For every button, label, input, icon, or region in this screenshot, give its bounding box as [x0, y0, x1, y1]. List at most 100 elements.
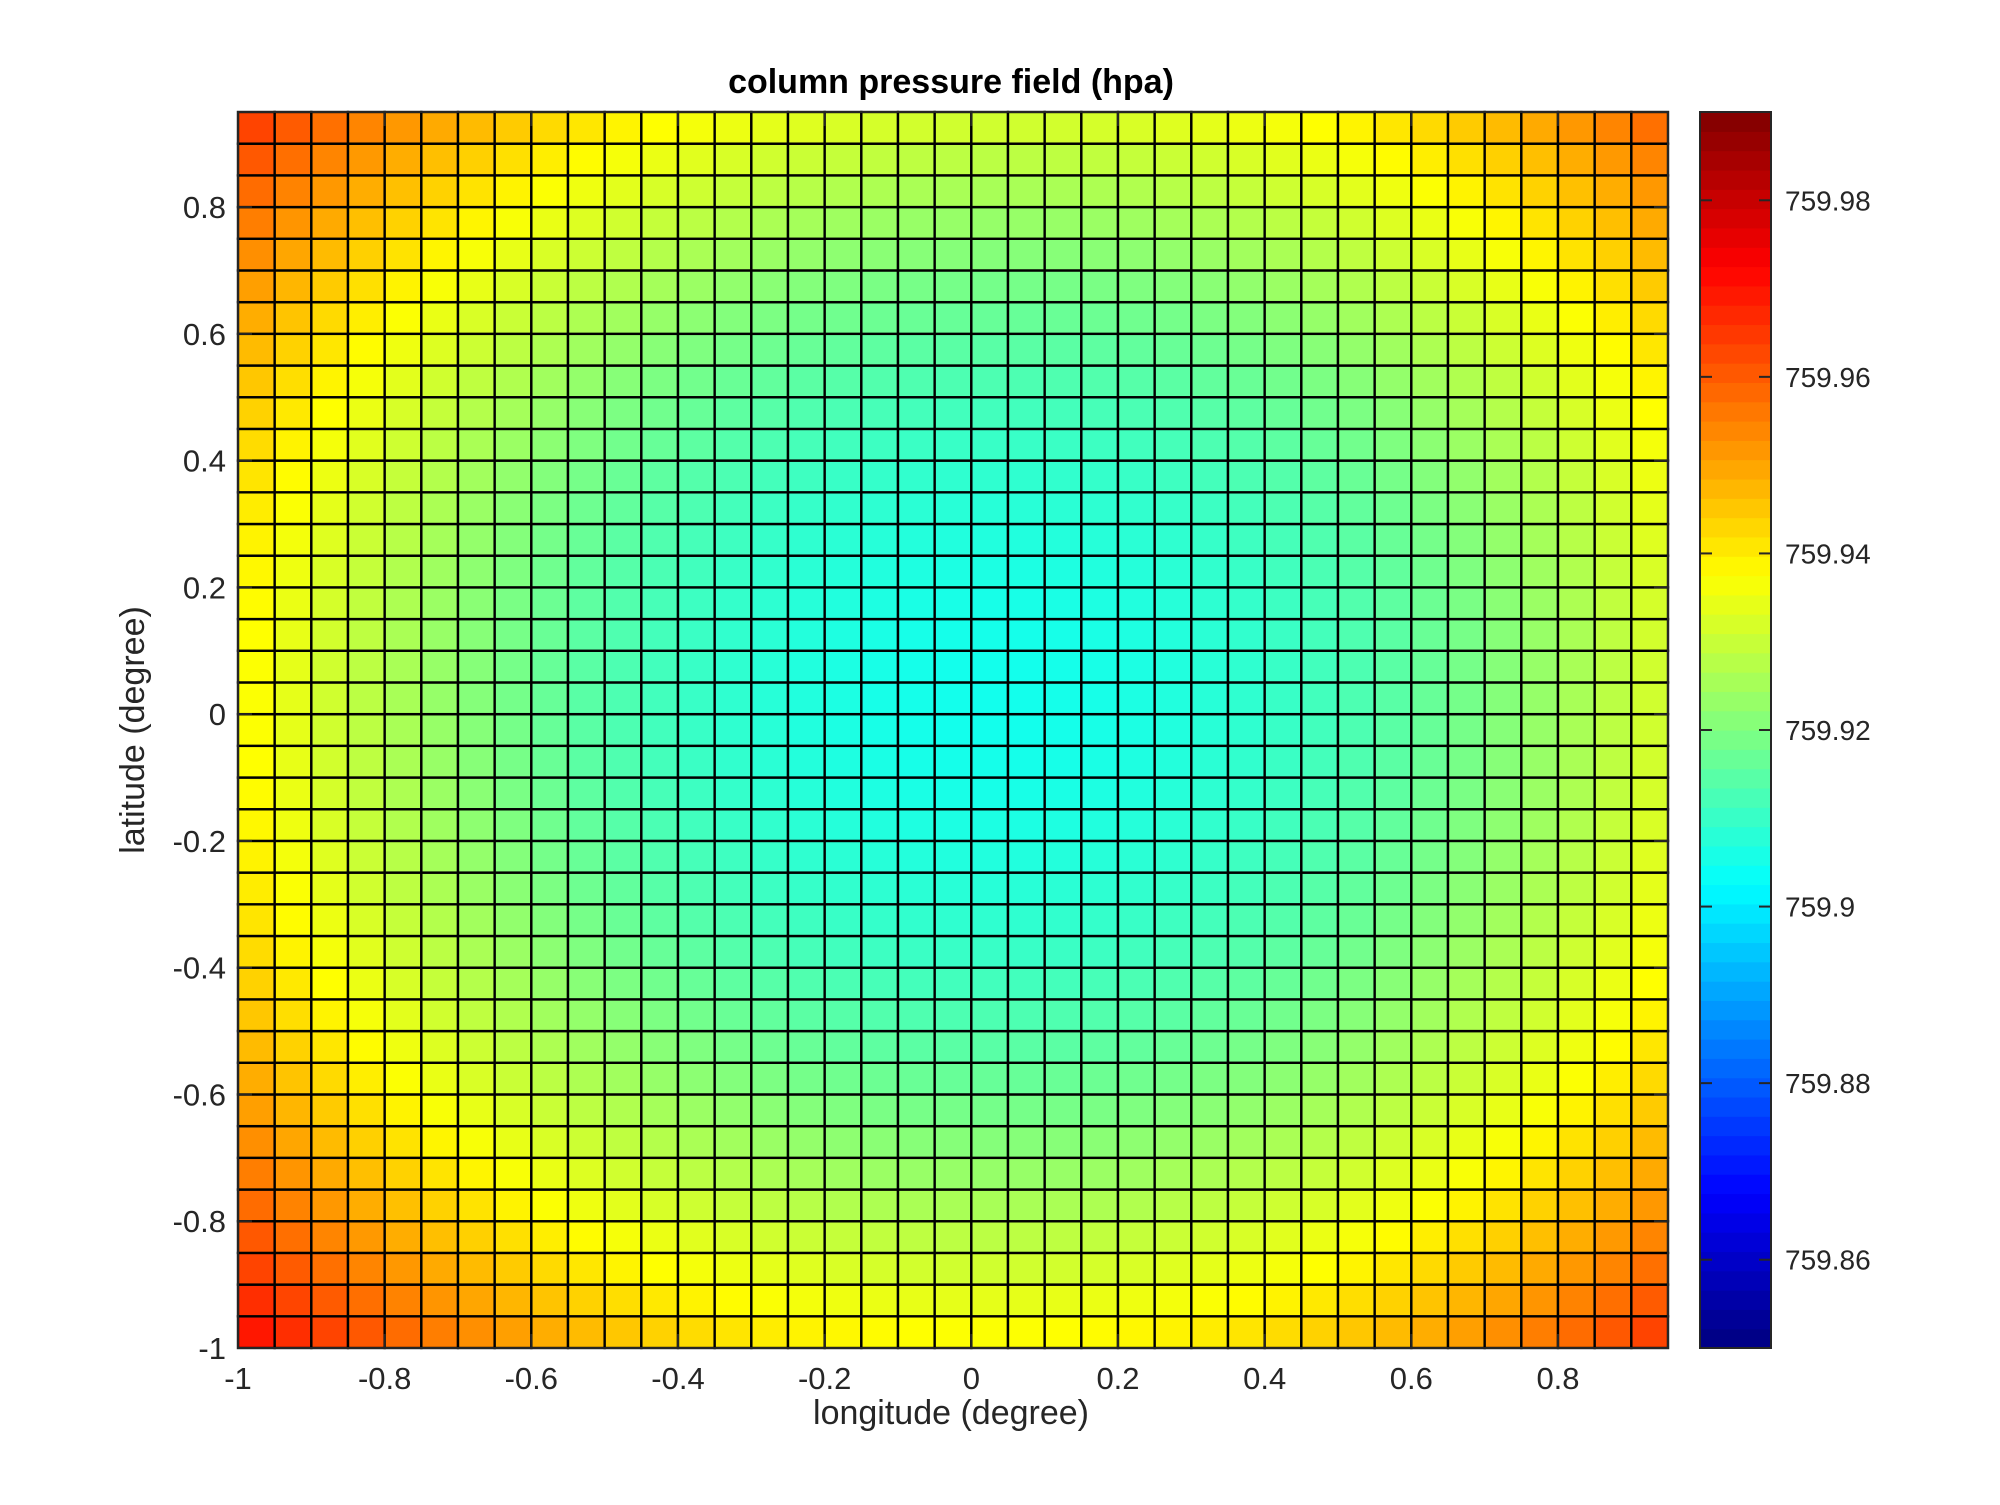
heatmap-cell [1593, 1283, 1633, 1318]
heatmap-cell [713, 871, 753, 906]
heatmap-cell [346, 681, 386, 716]
heatmap-cell [1226, 1251, 1266, 1286]
heatmap-cell [896, 1156, 936, 1191]
heatmap-cell [750, 110, 790, 145]
heatmap-cell [530, 649, 570, 684]
heatmap-cell [1116, 744, 1156, 779]
heatmap-cell [1556, 332, 1596, 367]
heatmap-cell [713, 839, 753, 874]
heatmap-cell [640, 427, 680, 462]
heatmap-cell [1263, 1029, 1303, 1064]
heatmap-cell [713, 744, 753, 779]
heatmap-cell [566, 459, 606, 494]
heatmap-cell [1483, 237, 1523, 272]
heatmap-cell [1410, 1220, 1450, 1255]
heatmap-cell [603, 142, 643, 177]
heatmap-cell [1006, 300, 1046, 336]
heatmap-cell [1153, 142, 1193, 177]
heatmap-cell [823, 110, 863, 145]
heatmap-cell [1116, 332, 1156, 367]
heatmap-cell [566, 1220, 606, 1255]
heatmap-cell [493, 808, 533, 843]
heatmap-cell [933, 205, 973, 240]
heatmap-cell [1263, 174, 1303, 209]
heatmap-cell [786, 396, 826, 431]
heatmap-cell [676, 174, 716, 209]
heatmap-cell [383, 649, 423, 684]
heatmap-cell [1556, 1061, 1596, 1096]
colorbar-band [1700, 1212, 1771, 1233]
heatmap-cell [1080, 934, 1120, 969]
heatmap-cell [1263, 1220, 1303, 1255]
heatmap-cell [1410, 459, 1450, 494]
heatmap-cell [1446, 998, 1486, 1033]
heatmap-cell [236, 459, 276, 494]
heatmap-cell [896, 966, 936, 1001]
heatmap-cell [1300, 1093, 1340, 1128]
heatmap-cell [1153, 586, 1193, 621]
heatmap-cell [1556, 205, 1596, 240]
heatmap-cell [1190, 681, 1230, 716]
heatmap-cell [933, 744, 973, 779]
heatmap-cell [1006, 332, 1046, 367]
heatmap-cell [970, 269, 1010, 304]
heatmap-cell [346, 554, 386, 589]
heatmap-cell [566, 681, 606, 716]
heatmap-cell [1043, 205, 1083, 240]
heatmap-cell [1263, 744, 1303, 779]
heatmap-cell [456, 205, 496, 240]
colorbar-band [1700, 1290, 1771, 1310]
heatmap-cell [1043, 649, 1083, 684]
heatmap-cell [603, 237, 643, 272]
heatmap-cell [310, 649, 350, 684]
heatmap-cell [1483, 1251, 1523, 1286]
heatmap-cell [1043, 871, 1083, 906]
heatmap-cell [640, 459, 680, 494]
heatmap-cell [860, 934, 900, 969]
heatmap-cell [640, 491, 680, 526]
heatmap-cell [493, 554, 533, 589]
heatmap-cell [603, 300, 643, 336]
heatmap-cell [676, 1029, 716, 1064]
heatmap-cell [1446, 649, 1486, 684]
heatmap-cell [1593, 1156, 1633, 1191]
heatmap-cell [273, 142, 313, 177]
heatmap-cell [566, 966, 606, 1001]
heatmap-cell [1190, 712, 1230, 748]
heatmap-cell [1080, 1061, 1120, 1096]
heatmap-cell [456, 427, 496, 462]
heatmap-cell [1630, 1156, 1670, 1191]
heatmap-cell [1116, 712, 1156, 748]
heatmap-cell [236, 300, 276, 336]
heatmap-cell [1336, 522, 1376, 557]
heatmap-cell [1336, 332, 1376, 367]
heatmap-cell [1630, 142, 1670, 177]
heatmap-cell [823, 269, 863, 304]
heatmap-cell [1080, 1251, 1120, 1286]
heatmap-cell [530, 998, 570, 1033]
heatmap-cell [420, 491, 460, 526]
heatmap-cell [420, 269, 460, 304]
heatmap-cell [1373, 427, 1413, 462]
heatmap-cell [1483, 364, 1523, 399]
heatmap-cell [346, 966, 386, 1001]
heatmap-cell [1006, 427, 1046, 462]
heatmap-cell [1226, 174, 1266, 209]
colorbar-band [1700, 343, 1771, 364]
heatmap-cell [530, 396, 570, 431]
heatmap-cell [1630, 871, 1670, 906]
heatmap-cell [566, 1188, 606, 1223]
heatmap-cell [1483, 174, 1523, 209]
heatmap-cell [823, 1061, 863, 1096]
heatmap-cell [420, 903, 460, 938]
heatmap-cell [566, 649, 606, 684]
heatmap-cell [1556, 903, 1596, 938]
y-tick-label: -0.8 [173, 1204, 226, 1239]
heatmap-cell [1043, 427, 1083, 462]
heatmap-cell [1006, 776, 1046, 811]
heatmap-cell [310, 522, 350, 557]
heatmap-cell [713, 586, 753, 621]
heatmap-cell [236, 237, 276, 272]
heatmap-cell [1483, 808, 1523, 843]
